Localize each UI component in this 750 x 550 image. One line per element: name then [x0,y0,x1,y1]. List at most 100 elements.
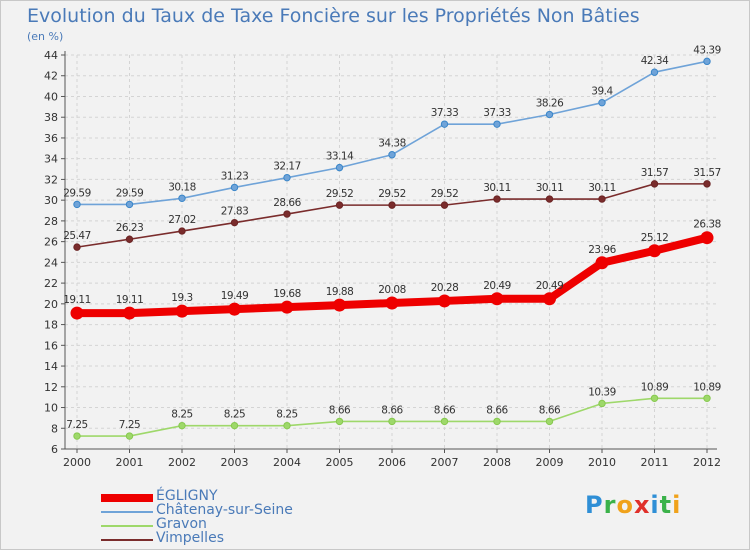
data-point [228,302,241,316]
y-tick-label: 6 [51,443,58,456]
data-point [440,201,449,209]
data-point [335,201,344,209]
data-point [545,110,554,119]
data-point [70,306,84,320]
data-point [73,200,81,209]
data-point [490,292,504,306]
proxiti-logo: Proxiti [585,491,681,519]
y-tick-label: 36 [44,132,58,145]
data-point [230,421,239,430]
data-point [440,417,449,426]
y-tick-label: 10 [44,402,58,415]
x-tick-label: 2010 [588,456,616,469]
data-point [73,432,81,440]
x-tick-label: 2007 [431,456,459,469]
data-label: 19.49 [221,290,249,302]
data-point [388,151,396,159]
y-tick-label: 44 [44,49,58,62]
data-point [283,173,291,182]
data-label: 20.28 [431,282,459,294]
data-point [598,195,606,203]
data-label: 43.39 [693,44,721,56]
series-group [70,57,714,440]
data-point [543,292,556,306]
legend-label: Châtenay-sur-Seine [156,502,293,518]
data-point [385,296,399,310]
data-label: 30.11 [536,182,564,194]
data-label: 20.08 [378,284,406,296]
data-label: 8.25 [276,409,297,421]
data-label: 30.11 [483,182,511,194]
data-label: 31.57 [693,167,721,179]
data-label: 10.39 [588,386,616,398]
y-tick-label: 40 [44,90,58,103]
y-tick-label: 38 [44,111,58,124]
chart-plot: 6 8 10 12 14 16 18 20 22 24 26 28 30 32 34 36 38 40 42 44 20… [44,44,721,469]
x-tick-label: 2005 [326,456,354,469]
y-tick-label: 14 [44,360,58,373]
legend-swatch [101,539,153,541]
y-tick-label: 32 [44,173,58,186]
y-tick-label: 42 [44,70,58,83]
data-point [703,57,711,66]
data-point [648,244,661,258]
data-point [595,256,609,270]
data-point [545,417,554,426]
data-point [598,98,606,107]
data-label: 19.3 [171,292,192,304]
data-label: 29.52 [431,188,459,200]
data-label: 19.11 [63,294,91,306]
data-label: 27.02 [168,214,196,226]
logo-letter: i [650,491,660,519]
data-point [493,417,501,426]
logo-letter: o [616,491,634,519]
data-label: 19.11 [116,294,144,306]
x-tick-label: 2009 [536,456,564,469]
data-label: 34.38 [378,138,406,150]
data-label: 19.68 [273,288,301,300]
data-point [230,218,239,227]
data-label: 10.89 [641,381,669,393]
x-tick-label: 2004 [273,456,301,469]
data-label: 27.83 [221,206,249,218]
data-label: 31.23 [221,170,249,182]
data-label: 8.25 [224,409,245,421]
data-point [438,294,451,308]
data-point [703,394,711,402]
y-tick-label: 24 [44,256,58,269]
data-point [280,300,294,314]
data-label: 25.12 [641,232,669,244]
y-tick-label: 30 [44,194,58,207]
data-label: 23.96 [588,244,616,256]
data-point [700,231,714,245]
data-point [650,180,659,188]
data-point [335,163,344,172]
data-point [388,417,396,426]
data-label: 8.66 [539,404,561,416]
data-label: 26.23 [116,222,144,234]
data-label: 20.49 [483,280,511,292]
data-label: 8.66 [486,404,508,416]
data-point [178,227,186,235]
x-tick-label: 2012 [693,456,721,469]
data-point [650,394,659,402]
y-tick-label: 8 [51,422,58,435]
legend-swatch [101,494,153,502]
data-point [598,399,606,408]
data-point [493,120,501,128]
logo-letter: t [659,491,673,519]
grid-lines [65,54,717,450]
logo-letter: i [672,491,682,519]
data-point [493,195,501,203]
data-point [333,298,346,312]
data-label: 29.52 [326,188,354,200]
x-tick-label: 2001 [116,456,144,469]
x-tick-label: 2000 [63,456,91,469]
data-label: 19.88 [326,286,354,298]
data-point [335,417,344,426]
data-point [73,243,81,251]
data-label: 31.57 [641,167,669,179]
data-label: 29.52 [378,188,406,200]
data-point [125,200,134,209]
legend-swatch [101,511,153,513]
